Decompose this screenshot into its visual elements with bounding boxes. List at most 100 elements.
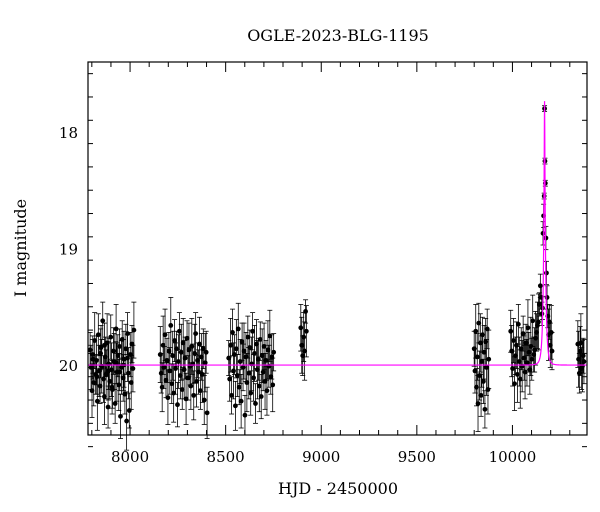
- data-point: [482, 406, 488, 412]
- data-point: [261, 344, 267, 349]
- data-point: [523, 340, 529, 346]
- data-point: [165, 395, 171, 401]
- data-point: [204, 410, 210, 416]
- data-point: [160, 342, 166, 348]
- data-point: [184, 335, 190, 341]
- data-point: [113, 360, 119, 366]
- data-point: [263, 358, 269, 363]
- data-point: [228, 342, 234, 348]
- data-point: [116, 382, 122, 388]
- data-point: [536, 302, 542, 307]
- x-tick-label: 8000: [111, 448, 149, 466]
- data-point: [174, 346, 179, 352]
- data-point: [230, 330, 235, 335]
- data-point: [87, 347, 93, 353]
- data-point: [251, 375, 256, 381]
- data-point: [302, 348, 308, 354]
- data-point: [94, 374, 100, 380]
- data-point: [118, 413, 123, 419]
- chart-title: OGLE-2023-BLG-1195: [247, 26, 429, 45]
- data-point: [102, 394, 107, 399]
- data-point: [237, 359, 243, 364]
- data-point: [299, 342, 305, 348]
- data-point: [115, 353, 121, 359]
- data-point: [100, 318, 106, 324]
- data-point: [162, 332, 168, 338]
- data-point: [126, 408, 132, 413]
- data-point: [540, 230, 546, 236]
- data-point: [177, 373, 183, 378]
- plot-content: [87, 101, 587, 451]
- data-point: [173, 366, 178, 371]
- data-point: [235, 326, 241, 332]
- data-point: [250, 328, 256, 334]
- data-point: [98, 345, 104, 350]
- data-point: [226, 355, 232, 361]
- data-point: [533, 335, 538, 341]
- data-point: [265, 347, 271, 353]
- data-point: [269, 354, 275, 360]
- data-point: [515, 371, 520, 377]
- data-point: [203, 349, 209, 355]
- data-point: [260, 369, 266, 375]
- data-point: [196, 369, 201, 375]
- data-point: [194, 378, 199, 384]
- data-point: [578, 340, 584, 346]
- data-point: [244, 380, 250, 385]
- data-point: [271, 349, 277, 355]
- data-point: [107, 378, 113, 384]
- data-point: [94, 398, 100, 404]
- data-point: [199, 371, 205, 377]
- data-point: [547, 342, 553, 348]
- data-point: [509, 348, 515, 354]
- data-point: [548, 330, 554, 335]
- data-point: [112, 401, 118, 406]
- data-point: [127, 352, 133, 357]
- data-point: [188, 383, 194, 389]
- data-point: [186, 347, 192, 353]
- data-point: [531, 352, 537, 357]
- data-point: [176, 328, 182, 334]
- x-axis-label: HJD - 2450000: [278, 479, 398, 498]
- data-point: [198, 388, 203, 394]
- data-point: [182, 355, 188, 361]
- data-point: [105, 404, 111, 410]
- data-point: [123, 346, 129, 352]
- data-point: [185, 375, 191, 381]
- data-point: [183, 396, 189, 402]
- data-point: [189, 344, 195, 349]
- data-point: [518, 346, 524, 352]
- data-point: [511, 338, 516, 343]
- data-point: [486, 356, 492, 362]
- data-point: [241, 348, 247, 354]
- data-point: [239, 339, 245, 345]
- data-point: [157, 352, 163, 357]
- data-point: [192, 351, 198, 356]
- data-point: [254, 341, 259, 347]
- data-point: [510, 366, 516, 371]
- data-point: [516, 359, 522, 364]
- data-point: [169, 381, 175, 387]
- data-point: [576, 356, 581, 362]
- data-point: [539, 311, 545, 317]
- data-point: [512, 381, 517, 387]
- data-point: [200, 346, 206, 352]
- data-point: [514, 342, 519, 348]
- data-point: [191, 392, 197, 398]
- data-point: [234, 373, 240, 378]
- data-point: [98, 351, 104, 356]
- data-point: [475, 401, 481, 406]
- data-point: [227, 376, 233, 382]
- data-point: [181, 367, 187, 373]
- data-point: [528, 344, 534, 349]
- data-point: [96, 368, 102, 374]
- data-point: [91, 380, 97, 385]
- data-point: [198, 354, 204, 360]
- data-point: [126, 370, 131, 376]
- data-point: [255, 356, 261, 362]
- x-tick-label: 9000: [302, 448, 340, 466]
- data-point: [197, 341, 202, 347]
- data-point: [478, 392, 484, 398]
- data-point: [242, 412, 248, 418]
- data-point: [102, 354, 108, 360]
